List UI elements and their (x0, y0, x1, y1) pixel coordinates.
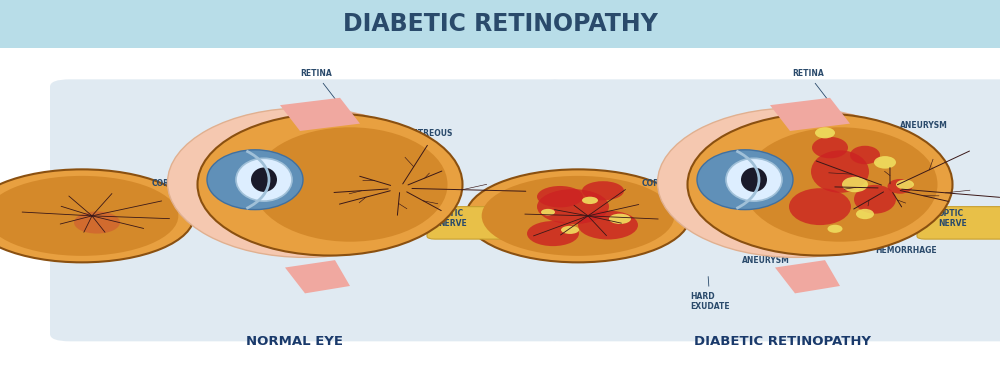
Ellipse shape (466, 169, 690, 262)
Text: OPTIC
NERVE: OPTIC NERVE (920, 200, 967, 228)
Ellipse shape (850, 146, 880, 164)
Ellipse shape (561, 226, 579, 234)
FancyBboxPatch shape (540, 79, 1000, 341)
Text: ANEURYSM: ANEURYSM (876, 121, 948, 147)
Ellipse shape (0, 169, 194, 262)
FancyBboxPatch shape (917, 207, 1000, 239)
Ellipse shape (537, 186, 583, 207)
Ellipse shape (741, 168, 767, 192)
Ellipse shape (582, 197, 598, 204)
Text: OPTIC
NERVE: OPTIC NERVE (420, 200, 467, 228)
Ellipse shape (251, 168, 277, 192)
FancyBboxPatch shape (427, 207, 598, 239)
Polygon shape (775, 260, 840, 293)
Text: ANEURYSM: ANEURYSM (735, 238, 790, 265)
Text: LENS: LENS (197, 140, 260, 161)
Ellipse shape (0, 176, 178, 256)
Ellipse shape (856, 209, 874, 219)
Ellipse shape (828, 225, 843, 233)
Ellipse shape (896, 180, 914, 189)
Text: CORNEA: CORNEA (642, 179, 713, 188)
Text: CORNEA: CORNEA (152, 179, 223, 188)
Ellipse shape (236, 158, 292, 201)
FancyBboxPatch shape (50, 79, 570, 341)
Ellipse shape (537, 189, 609, 224)
Ellipse shape (74, 211, 120, 234)
Ellipse shape (789, 188, 851, 225)
Text: HEMORRHAGE: HEMORRHAGE (865, 229, 937, 255)
Ellipse shape (811, 151, 869, 193)
Ellipse shape (854, 185, 896, 214)
Text: LENS: LENS (687, 140, 750, 161)
Ellipse shape (207, 150, 303, 210)
Ellipse shape (658, 108, 932, 258)
Ellipse shape (582, 181, 624, 200)
Ellipse shape (578, 211, 638, 239)
Text: DIABETIC RETINOPATHY: DIABETIC RETINOPATHY (694, 335, 870, 348)
Text: RETINA: RETINA (792, 69, 830, 103)
Ellipse shape (874, 156, 896, 169)
Polygon shape (770, 98, 850, 131)
Ellipse shape (742, 127, 938, 242)
Ellipse shape (482, 176, 674, 256)
Text: NORMAL EYE: NORMAL EYE (246, 335, 344, 348)
Ellipse shape (609, 214, 631, 224)
Text: HARD
EXUDATE: HARD EXUDATE (690, 277, 730, 311)
Text: HEMORRHAGE: HEMORRHAGE (791, 206, 867, 227)
Ellipse shape (815, 127, 835, 138)
Text: VITREOUS
BODY: VITREOUS BODY (365, 129, 453, 162)
Ellipse shape (812, 137, 848, 158)
Ellipse shape (198, 114, 462, 256)
Polygon shape (285, 260, 350, 293)
Ellipse shape (888, 179, 912, 194)
Ellipse shape (726, 158, 782, 201)
Ellipse shape (541, 209, 555, 215)
Ellipse shape (168, 108, 442, 258)
Ellipse shape (697, 150, 793, 210)
Ellipse shape (527, 221, 579, 246)
FancyBboxPatch shape (0, 0, 1000, 48)
Ellipse shape (688, 114, 953, 256)
Text: DIABETIC RETINOPATHY: DIABETIC RETINOPATHY (343, 12, 657, 36)
Ellipse shape (842, 177, 868, 192)
Ellipse shape (252, 127, 448, 242)
Text: RETINA: RETINA (300, 69, 338, 103)
Polygon shape (280, 98, 360, 131)
